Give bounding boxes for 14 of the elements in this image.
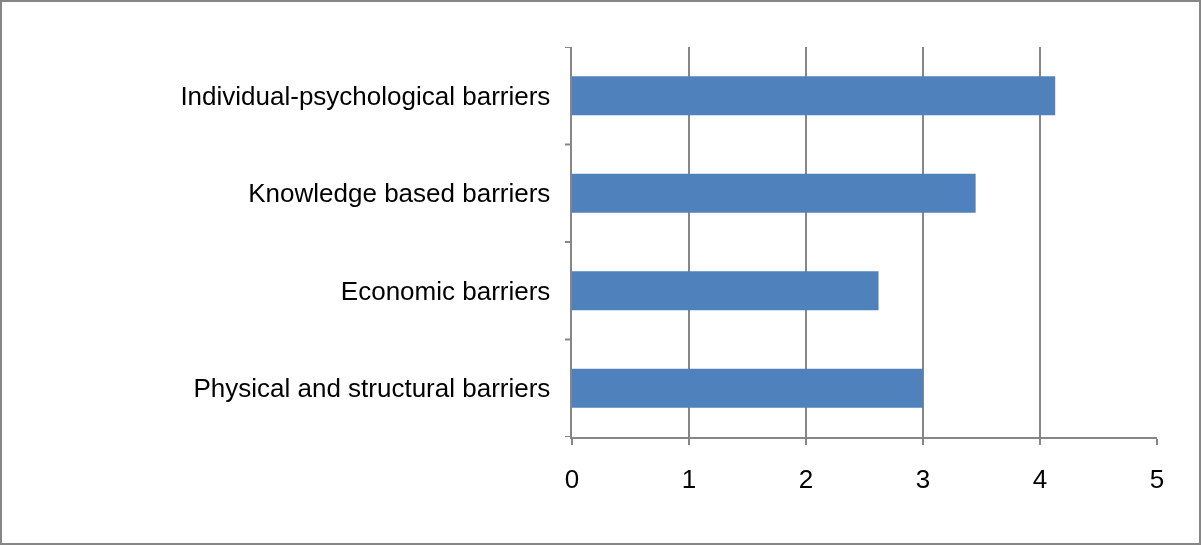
bar	[572, 76, 1056, 116]
x-tick-label: 0	[564, 464, 580, 495]
x-tick-label: 1	[681, 464, 697, 495]
x-tick-label: 2	[798, 464, 814, 495]
bar	[572, 368, 923, 408]
y-tick-label: Physical and structural barriers	[193, 373, 565, 404]
bar	[572, 173, 976, 213]
y-tick-label: Individual-psychological barriers	[180, 80, 565, 111]
y-tick-label: Knowledge based barriers	[248, 178, 565, 209]
bar	[572, 271, 879, 311]
x-tick-label: 5	[1149, 464, 1165, 495]
y-tick-label: Economic barriers	[340, 275, 565, 306]
x-tick-label: 4	[1032, 464, 1048, 495]
x-tick-label: 3	[915, 464, 931, 495]
